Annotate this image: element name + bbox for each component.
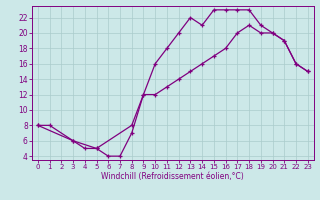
X-axis label: Windchill (Refroidissement éolien,°C): Windchill (Refroidissement éolien,°C) bbox=[101, 172, 244, 181]
